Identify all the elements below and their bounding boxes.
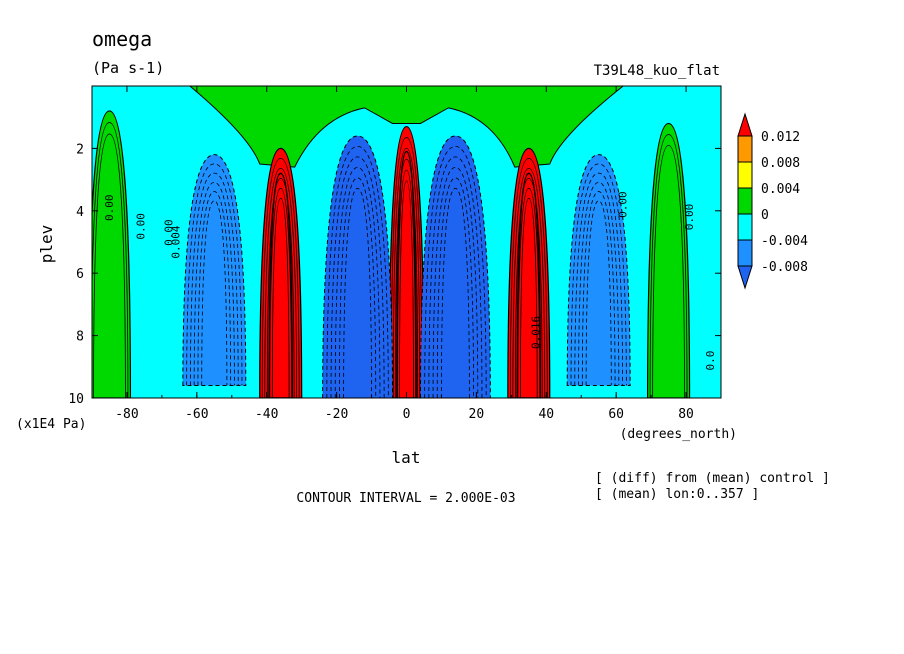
- x-tick-label: -60: [185, 407, 208, 422]
- x-tick-label: 40: [538, 407, 554, 422]
- mean-note: [ (mean) lon:0..357 ]: [595, 487, 759, 502]
- contour-label: 0.0: [704, 351, 717, 371]
- contour-line: [392, 147, 421, 398]
- contour-line: [512, 167, 546, 398]
- field-core: [396, 150, 417, 398]
- colorbar-segment: [737, 135, 753, 163]
- contour-line: [509, 157, 548, 398]
- colorbar-label: 0.008: [761, 156, 800, 171]
- contour-line: [649, 134, 688, 398]
- contour-line: [186, 163, 243, 386]
- x-tick-label: -80: [115, 407, 138, 422]
- y-tick-label: 8: [76, 330, 84, 345]
- upper-green-band: [189, 86, 624, 168]
- field-feature: [92, 110, 132, 398]
- contour-line: [428, 156, 483, 398]
- colorbar-segment: [737, 161, 753, 189]
- contour-line: [266, 177, 295, 398]
- colorbar-label: 0.012: [761, 130, 800, 145]
- contour-line: [264, 167, 298, 398]
- contour-line: [585, 200, 612, 386]
- y-tick-label: 10: [68, 392, 84, 407]
- contour-line: [201, 200, 228, 386]
- colorbar: 0.012 0.008 0.004 0 -0.004 -0.008: [737, 112, 808, 290]
- contour-label: 0.00: [683, 204, 696, 231]
- x-tick-label: -20: [325, 407, 348, 422]
- contour-line: [397, 169, 416, 398]
- contour-line: [339, 177, 377, 398]
- contour-line: [517, 187, 541, 398]
- y-axis-units: (x1E4 Pa): [16, 417, 86, 432]
- colorbar-segment: [737, 213, 753, 241]
- x-tick-label: 80: [678, 407, 694, 422]
- contour-line: [334, 166, 381, 398]
- contour-line: [271, 197, 290, 398]
- contour-line: [424, 146, 487, 398]
- colorbar-segment: [737, 187, 753, 215]
- contour-line: [652, 145, 685, 398]
- contour-line: [343, 187, 372, 398]
- contour-line: [269, 187, 293, 398]
- x-tick-label: -40: [255, 407, 278, 422]
- contour-line: [581, 191, 616, 386]
- x-tick-label: 0: [403, 407, 411, 422]
- y-tick-label: 4: [76, 205, 84, 220]
- chart-units: (Pa s-1): [92, 59, 164, 77]
- contour-line: [197, 191, 232, 386]
- colorbar-label: -0.004: [761, 234, 808, 249]
- contour-line: [93, 133, 126, 398]
- colorbar-bottom-arrow: [737, 265, 753, 290]
- experiment-label: T39L48_kuo_flat: [594, 63, 720, 79]
- contour-line: [520, 197, 538, 398]
- field-core: [516, 172, 542, 398]
- contour-label: 0.00: [134, 213, 147, 240]
- contour-label: 0.00: [162, 219, 175, 246]
- x-axis-label: lat: [392, 448, 421, 467]
- contour-line: [441, 187, 470, 398]
- contour-label: 0.016: [529, 316, 542, 349]
- diff-note: [ (diff) from (mean) control ]: [595, 471, 830, 486]
- colorbar-label: -0.008: [761, 260, 808, 275]
- x-axis: -80 -60 -40 -20 0 20 40 60 80: [91, 86, 722, 422]
- contour-line: [193, 181, 235, 386]
- y-axis-label: plev: [37, 225, 56, 264]
- contour-label: 0.00: [617, 191, 630, 218]
- x-tick-label: 60: [608, 407, 624, 422]
- contour-line: [570, 163, 627, 386]
- x-tick-label: 20: [469, 407, 485, 422]
- contour-line: [432, 166, 479, 398]
- field-core: [268, 172, 293, 398]
- contour-line: [394, 158, 419, 398]
- contour-line: [261, 157, 300, 398]
- y-tick-label: 2: [76, 142, 84, 157]
- y-tick-label: 6: [76, 267, 84, 282]
- contour-label: 0.004: [169, 225, 182, 258]
- contour-line: [399, 180, 414, 398]
- y-axis: 2 4 6 8 10: [68, 142, 721, 407]
- contour-line: [190, 172, 239, 386]
- colorbar-top-arrow: [737, 112, 753, 137]
- colorbar-label: 0.004: [761, 182, 800, 197]
- colorbar-label: 0: [761, 208, 769, 223]
- contour-line: [574, 172, 623, 386]
- contour-line: [514, 177, 543, 398]
- contour-interval: CONTOUR INTERVAL = 2.000E-03: [296, 491, 515, 506]
- contour-line: [326, 146, 389, 398]
- contour-line: [436, 177, 474, 398]
- contour-line: [578, 181, 620, 386]
- contour-label: 0.00: [103, 194, 116, 221]
- colorbar-segment: [737, 239, 753, 267]
- chart-title: omega: [92, 27, 152, 51]
- contour-line: [390, 137, 423, 398]
- contour-line: [330, 156, 385, 398]
- x-axis-units: (degrees_north): [620, 427, 737, 442]
